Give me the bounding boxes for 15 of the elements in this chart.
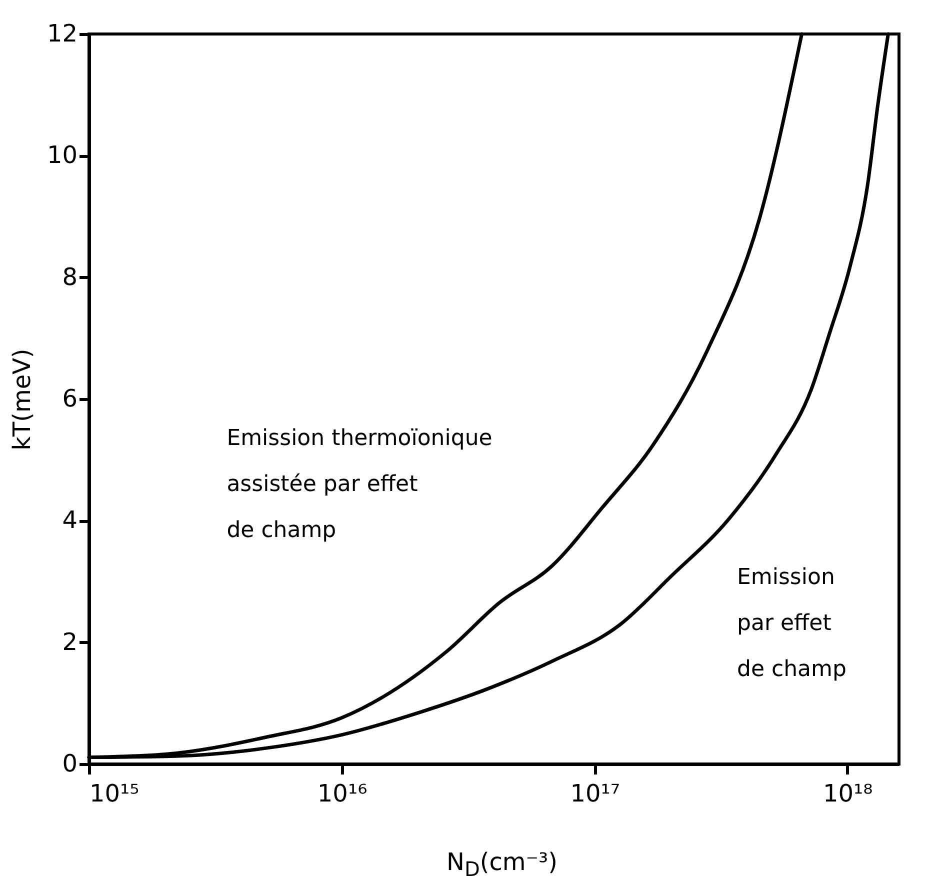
y-tick-label: 2 [62, 628, 78, 656]
y-tick-label: 8 [62, 262, 78, 291]
y-tick-label: 10 [46, 141, 78, 170]
y-tick-label: 12 [46, 20, 78, 48]
x-tick-label: 10¹⁶ [317, 780, 368, 808]
y-tick-label: 6 [62, 384, 78, 412]
x-axis-title: N$_{D}$(cm⁻³) [446, 848, 558, 881]
y-axis-title: kT(meV) [8, 348, 36, 450]
annotation: Emission thermoïonique assistée par effet de champ [226, 426, 492, 544]
x-tick-label: 10¹⁵ [90, 780, 140, 808]
annotation: Emission par effet de champ [737, 564, 846, 682]
x-tick-label: 10¹⁸ [823, 780, 873, 808]
y-tick-label: 4 [62, 506, 78, 534]
x-tick-label: 10¹⁷ [570, 780, 620, 808]
y-tick-label: 0 [62, 750, 78, 778]
